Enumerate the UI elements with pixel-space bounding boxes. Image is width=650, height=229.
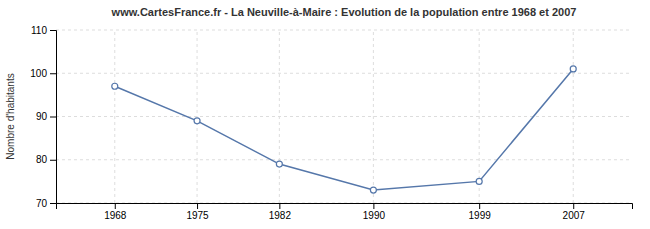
chart: 1968 1975 1982 1990 1999 2007 70 80 90 100 110 www.… [0,0,650,229]
x-tick-label: 1968 [104,210,127,221]
y-tick-label: 90 [36,111,48,122]
marker [570,66,576,72]
x-tick-mark [373,203,374,209]
y-tick-mark [50,30,56,31]
x-axis-line [57,204,633,210]
line [115,69,573,190]
title: www.CartesFrance.fr - La Neuville-à-Mair… [111,6,577,18]
x-tick: 2007 [563,203,586,221]
y-axis-line [50,31,57,204]
x-tick-label: 1999 [469,210,492,221]
y-tick: 70 [36,198,56,209]
y-grid-line [56,159,632,160]
x-tick-mark [197,203,198,209]
y-tick-mark [50,203,56,204]
x-grid-line [197,30,198,203]
y-tick-label: 80 [36,154,48,165]
y-tick: 80 [36,154,56,165]
x-grid-line [114,30,115,203]
x-tick-label: 1982 [269,210,292,221]
grid [56,30,632,203]
x-axis: 1968 1975 1982 1990 1999 2007 [57,203,633,221]
y-grid-line [56,73,632,74]
x-grid-line [573,30,574,203]
x-tick: 1968 [104,203,127,221]
marker [370,187,376,193]
y-tick-label: 110 [31,25,47,36]
x-grid-line [479,30,480,203]
marker [194,118,200,124]
y-tick-mark [50,160,56,161]
y-axis: 70 80 90 100 110 [30,25,56,209]
y-grid-line [56,30,632,31]
plot-area [112,66,576,193]
x-grid-line [373,30,374,203]
y-tick: 90 [36,111,56,122]
x-tick: 1975 [186,203,209,221]
x-tick: 1990 [363,203,386,221]
y-axis-title: Nombre d'habitants [5,73,16,159]
y-grid-line [56,116,632,117]
y-tick-label: 100 [30,68,47,79]
x-tick-label: 2007 [563,210,586,221]
y-tick-label: 70 [36,198,48,209]
x-tick-mark [115,203,116,209]
x-tick-mark [279,203,280,209]
y-tick: 100 [30,68,56,79]
x-tick: 1982 [269,203,292,221]
x-tick: 1999 [469,203,492,221]
x-tick-mark [479,203,480,209]
marker [276,161,282,167]
x-grid-line [279,30,280,203]
x-tick-label: 1990 [363,210,386,221]
y-tick-mark [50,73,56,74]
marker [112,83,118,89]
marker [476,178,482,184]
y-tick-mark [50,117,56,118]
x-tick-mark [573,203,574,209]
x-tick-label: 1975 [186,210,209,221]
y-tick: 110 [31,25,56,36]
